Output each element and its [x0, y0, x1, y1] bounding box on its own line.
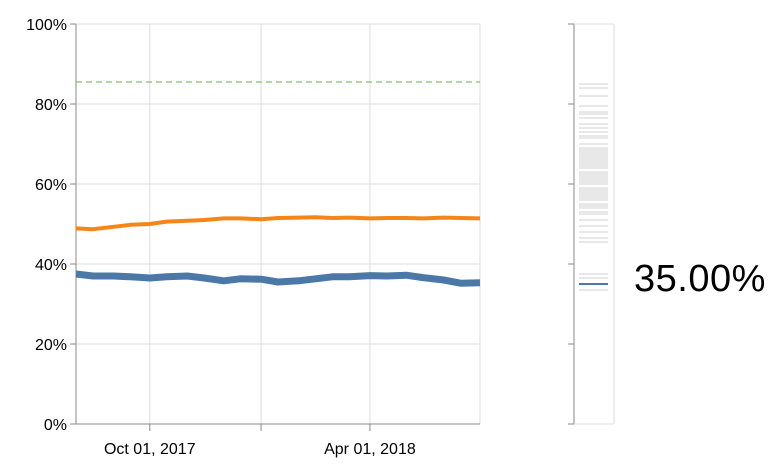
y-tick-label: 40%	[35, 257, 67, 274]
main-axes: 0% 20% 40% 60% 80% 100% Oct 01, 2017 Apr 01, 20…	[26, 17, 574, 458]
series-line-blue	[75, 270, 481, 287]
series-lines	[75, 215, 481, 287]
highlight-value: 35.00%	[634, 258, 766, 300]
x-tick-label: Apr 01, 2018	[324, 441, 416, 458]
x-tick-label: Oct 01, 2017	[104, 441, 196, 458]
series-line-orange	[75, 215, 481, 232]
y-tick-label: 80%	[35, 97, 67, 114]
y-tick-label: 60%	[35, 177, 67, 194]
y-tick-label: 20%	[35, 337, 67, 354]
y-tick-label: 0%	[44, 417, 67, 434]
y-tick-label: 100%	[26, 17, 67, 34]
main-grid	[76, 23, 481, 425]
strip-plot	[573, 23, 615, 425]
